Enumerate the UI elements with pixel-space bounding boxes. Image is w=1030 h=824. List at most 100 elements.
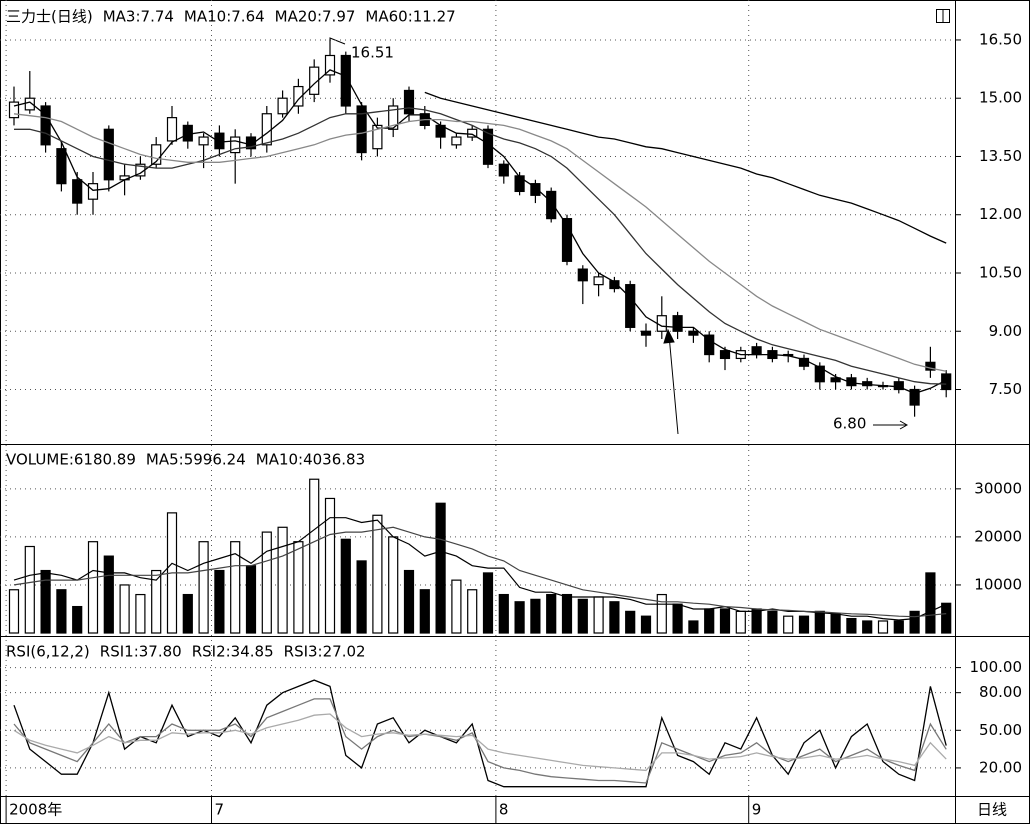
candle-body [814,365,825,383]
legend-entry: VOLUME:6180.89 [6,451,136,469]
volume-bar [87,541,99,634]
volume-bar [103,555,114,634]
candle-body [214,132,225,150]
volume-bar [925,572,936,634]
candle-body [656,315,667,332]
candle-body [388,105,399,130]
candle-body [72,179,83,204]
volume-bar [941,602,952,634]
volume-bar [245,565,257,634]
y-tick-label: 15.00 [979,89,1022,107]
candle-body [309,66,320,95]
candle-body [56,148,67,185]
x-tick-label: 2008年 [9,801,62,819]
y-tick-label: 10.50 [979,263,1022,281]
candle-body [704,334,715,356]
volume-bar [577,598,588,634]
series-line [13,713,947,772]
legend-entry: 三力士(日线) [6,8,93,26]
legend-entry: MA60:11.27 [365,8,455,26]
volume-bar [119,584,130,634]
candle-body [672,315,683,332]
volume-bar [277,526,288,634]
candle-body [546,190,557,220]
volume-bar [767,610,778,634]
candle-body [593,276,604,286]
legend-entry: MA10:7.64 [184,8,265,26]
volume-bar [293,541,304,634]
volume-bar [8,589,20,634]
legend-entry: MA10:4036.83 [256,451,365,469]
candle-body [356,105,367,154]
legend-entry: MA5:5996.24 [146,451,246,469]
volume-bar [735,610,746,634]
candle-body [40,105,51,146]
volume-bar [498,593,509,634]
volume-bar [151,569,162,634]
series-line [13,698,947,784]
candle-body [8,101,20,119]
candle-body [451,136,462,146]
series-line [13,113,947,372]
candle-body [166,117,178,142]
volume-bar [704,608,715,634]
x-tick-label: 7 [215,801,225,819]
candle-body [625,284,636,328]
y-tick-label: 20000 [974,527,1022,545]
y-tick-label: 9.00 [989,322,1022,340]
candle-body [561,218,573,262]
candle-body [87,183,99,200]
legend-entry: RSI3:27.02 [284,643,366,661]
volume-bar [688,620,699,634]
y-tick-label: 7.50 [989,380,1022,398]
volume-bar [340,538,351,634]
candle-body [24,97,35,111]
volume-bar [530,598,541,634]
volume-bar [846,617,857,634]
volume-bar [135,593,146,634]
legend-entry: RSI2:34.85 [192,643,274,661]
y-tick-label: 80.00 [979,683,1022,701]
candle-body [372,124,383,150]
legend-entry: MA3:7.74 [103,8,174,26]
annotation-arrow [873,420,909,430]
volume-bar [435,502,446,634]
volume-bar [798,615,810,634]
annotation: 6.80 [833,415,866,433]
series-line [13,679,947,788]
candle-body [514,175,525,193]
candle-body [403,89,415,115]
candle-body [893,381,904,391]
candle-body [925,361,936,371]
candle-body [261,113,272,146]
candle-body [103,128,114,181]
candle-body [245,136,257,150]
volume-bar [751,608,762,634]
y-tick-label: 12.00 [979,205,1022,223]
candle-body [530,183,541,196]
volume-bar [830,613,841,634]
y-tick-label: 50.00 [979,721,1022,739]
volume-bar [862,620,873,634]
volume-bar [593,596,604,634]
series-line [13,526,947,618]
candle-body [151,144,162,165]
y-tick-label: 100.00 [970,658,1023,676]
candle-body [577,268,588,282]
pointer-arrow [663,328,679,435]
volume-bar [672,603,683,634]
volume-bar [467,589,478,634]
candle-body [467,128,478,138]
y-tick-label: 30000 [974,479,1022,497]
candle-body [751,346,762,356]
series-line [424,91,947,244]
legend-entry: RSI1:37.80 [100,643,182,661]
volume-bar [230,541,241,634]
volume-bar [372,514,383,634]
volume-bar [309,478,320,634]
volume-bar [625,610,636,634]
volume-bar [909,610,920,634]
candle-body [340,54,351,107]
